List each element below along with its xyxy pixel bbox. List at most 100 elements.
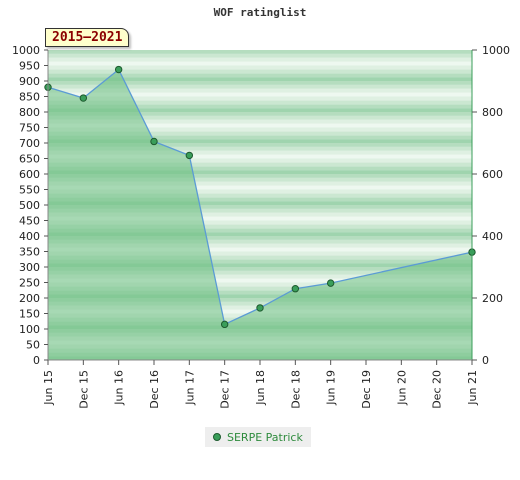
background-band [48,131,472,136]
y-left-tick-label: 550 [19,184,40,197]
background-band [48,197,472,202]
data-point [79,94,88,102]
x-tick-label: Jun 19 [325,370,338,406]
background-band [48,65,472,70]
background-band [48,301,472,306]
background-band [48,92,472,97]
data-point [326,279,335,287]
background-band [48,282,472,287]
y-left-tick-label: 950 [19,60,40,73]
x-tick-label: Dec 19 [360,370,373,409]
background-band [48,146,472,151]
background-band [48,174,472,178]
axes-layer: 0 50 100 150 200 250 300 350 400 450 500 550 600 650 7… [12,44,510,409]
background-band [48,177,472,182]
background-band [48,220,472,225]
y-left-tick-label: 400 [19,230,40,243]
background-band [48,212,472,217]
y-left-tick-label: 850 [19,91,40,104]
background-band [48,50,472,54]
background-band [48,143,472,147]
background-band [48,112,472,116]
y-left-tick-label: 500 [19,199,40,212]
background-band [48,104,472,109]
y-left-tick-label: 150 [19,308,40,321]
y-left-tick-label: 1000 [12,44,40,57]
background-band [48,205,472,209]
background-band [48,77,472,81]
y-right-tick-label: 400 [482,230,503,243]
background-band [48,193,472,198]
period-badge: 2015–2021 [45,28,130,47]
y-left-tick-label: 800 [19,106,40,119]
y-left-tick-label: 700 [19,137,40,150]
y-left-tick-label: 450 [19,215,40,228]
x-tick-label: Jun 21 [466,370,479,406]
background-band [48,170,472,174]
background-band [48,162,472,167]
y-right-tick-label: 0 [482,354,489,367]
background-band [48,181,472,186]
background-band [48,139,472,143]
x-tick-label: Jun 15 [42,370,55,406]
background-band [48,185,472,190]
data-point [114,65,123,74]
series-line [47,68,473,326]
background-band [48,228,472,233]
y-right-tick-label: 200 [482,292,503,305]
background-band [48,263,472,267]
background-band [48,88,472,93]
background-band [48,84,472,89]
background-band [48,216,472,221]
background-band [48,224,472,229]
y-left-tick-label: 600 [19,168,40,181]
y-right-tick-label: 1000 [482,44,510,57]
background-band [48,81,472,85]
data-point [220,320,229,329]
y-left-tick-label: 650 [19,153,40,166]
background-band [48,208,472,213]
background-band [48,298,472,302]
x-tick-label: Dec 18 [289,370,302,409]
background-band [48,294,472,298]
x-tick-label: Jun 18 [254,370,267,406]
background-band [48,100,472,105]
data-point [150,137,158,146]
background-band [48,154,472,159]
background-band [48,127,472,132]
x-tick-label: Jun 16 [113,370,126,406]
y-left-tick-label: 50 [26,339,40,352]
background-band [48,251,472,256]
legend-marker-icon [213,433,221,441]
background-band [48,259,472,264]
background-band [48,108,472,112]
background-band [48,69,472,74]
background-band [48,135,472,140]
background-band [48,239,472,244]
background-band [48,57,472,62]
x-tick-label: Dec 20 [431,370,444,409]
background-band [48,115,472,120]
y-left-tick-label: 250 [19,277,40,290]
y-left-tick-label: 0 [33,354,40,367]
x-tick-label: Jun 20 [395,370,408,406]
background-band [48,61,472,66]
background-band [48,290,472,295]
data-point [291,285,300,293]
x-tick-label: Dec 15 [77,370,90,409]
background-band [48,96,472,101]
x-tick-label: Dec 16 [148,370,161,409]
data-point [256,304,264,312]
background-band [48,236,472,240]
background-band [48,150,472,155]
background-band [48,232,472,236]
legend[interactable]: SERPE Patrick [205,427,311,447]
background-band [48,158,472,163]
data-point [185,151,194,160]
background-band [48,270,472,275]
background-band [48,243,472,248]
background-band [48,255,472,260]
chart-title: WOF ratinglist [213,6,307,19]
background-band [48,201,472,205]
y-right-tick-label: 800 [482,106,503,119]
